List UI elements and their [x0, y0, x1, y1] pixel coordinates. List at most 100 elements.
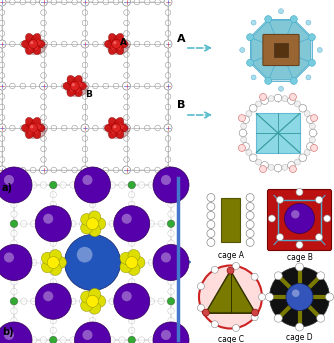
Circle shape: [128, 263, 140, 275]
Circle shape: [113, 41, 119, 47]
Circle shape: [60, 259, 66, 266]
Circle shape: [168, 211, 174, 217]
Circle shape: [120, 252, 132, 264]
Circle shape: [128, 259, 136, 266]
Circle shape: [207, 193, 215, 202]
Circle shape: [129, 230, 135, 237]
Ellipse shape: [114, 117, 124, 128]
Circle shape: [93, 83, 98, 89]
Circle shape: [4, 330, 14, 340]
Circle shape: [20, 125, 25, 131]
Circle shape: [251, 314, 258, 321]
Circle shape: [30, 167, 36, 173]
Circle shape: [124, 94, 129, 99]
Circle shape: [40, 298, 47, 305]
Circle shape: [39, 40, 47, 48]
Circle shape: [0, 73, 5, 78]
Circle shape: [311, 115, 318, 121]
Circle shape: [81, 291, 93, 303]
Circle shape: [161, 175, 171, 185]
Circle shape: [134, 41, 140, 47]
Circle shape: [51, 41, 57, 47]
Circle shape: [60, 182, 66, 188]
Circle shape: [20, 167, 25, 173]
Circle shape: [99, 298, 106, 305]
Circle shape: [123, 40, 131, 48]
Circle shape: [326, 293, 334, 301]
Circle shape: [144, 167, 150, 173]
Circle shape: [50, 308, 56, 314]
Circle shape: [10, 220, 18, 227]
Circle shape: [0, 115, 5, 120]
Circle shape: [286, 284, 313, 310]
Circle shape: [0, 322, 32, 343]
Circle shape: [120, 261, 132, 273]
Circle shape: [81, 82, 89, 90]
Ellipse shape: [25, 44, 35, 55]
Circle shape: [103, 167, 109, 173]
Circle shape: [207, 238, 215, 246]
Circle shape: [50, 259, 57, 266]
Circle shape: [11, 279, 17, 285]
Circle shape: [21, 182, 27, 188]
Circle shape: [161, 252, 171, 262]
Circle shape: [87, 218, 99, 230]
Circle shape: [113, 0, 119, 5]
Circle shape: [109, 221, 115, 227]
Circle shape: [89, 336, 96, 343]
Circle shape: [89, 327, 96, 333]
Circle shape: [109, 259, 115, 266]
Circle shape: [241, 137, 247, 143]
Circle shape: [134, 83, 140, 89]
Bar: [2, 2, 168, 170]
Circle shape: [138, 337, 145, 343]
Circle shape: [246, 150, 252, 155]
Circle shape: [296, 323, 304, 331]
Circle shape: [41, 31, 46, 36]
Circle shape: [292, 289, 300, 297]
Circle shape: [60, 221, 66, 227]
Circle shape: [123, 82, 131, 90]
Circle shape: [266, 293, 274, 301]
Circle shape: [309, 129, 317, 137]
Circle shape: [290, 15, 297, 23]
Bar: [278, 200, 321, 240]
Circle shape: [246, 59, 254, 66]
Circle shape: [99, 221, 106, 227]
Circle shape: [93, 0, 98, 5]
Circle shape: [296, 189, 303, 196]
Circle shape: [87, 295, 99, 307]
Bar: [221, 198, 240, 243]
Circle shape: [82, 115, 88, 120]
Circle shape: [50, 279, 56, 285]
Circle shape: [20, 41, 25, 47]
Circle shape: [164, 166, 172, 174]
Circle shape: [113, 125, 119, 131]
Circle shape: [164, 0, 172, 6]
Circle shape: [49, 263, 61, 275]
Ellipse shape: [73, 84, 79, 92]
Circle shape: [261, 162, 269, 169]
Circle shape: [89, 288, 96, 295]
Circle shape: [168, 230, 174, 237]
Circle shape: [99, 259, 106, 266]
Circle shape: [165, 94, 171, 99]
Circle shape: [41, 104, 46, 110]
Circle shape: [0, 157, 5, 162]
Circle shape: [81, 0, 89, 6]
Circle shape: [246, 34, 254, 41]
Circle shape: [168, 317, 174, 324]
Circle shape: [279, 86, 284, 91]
Circle shape: [30, 83, 36, 89]
Circle shape: [72, 83, 77, 89]
Circle shape: [113, 167, 119, 173]
Circle shape: [41, 136, 46, 141]
Circle shape: [207, 229, 215, 237]
Circle shape: [261, 97, 269, 105]
Circle shape: [119, 298, 125, 305]
Circle shape: [153, 245, 189, 281]
Circle shape: [165, 157, 171, 162]
Ellipse shape: [114, 44, 124, 55]
Circle shape: [89, 297, 96, 305]
Circle shape: [35, 206, 71, 242]
